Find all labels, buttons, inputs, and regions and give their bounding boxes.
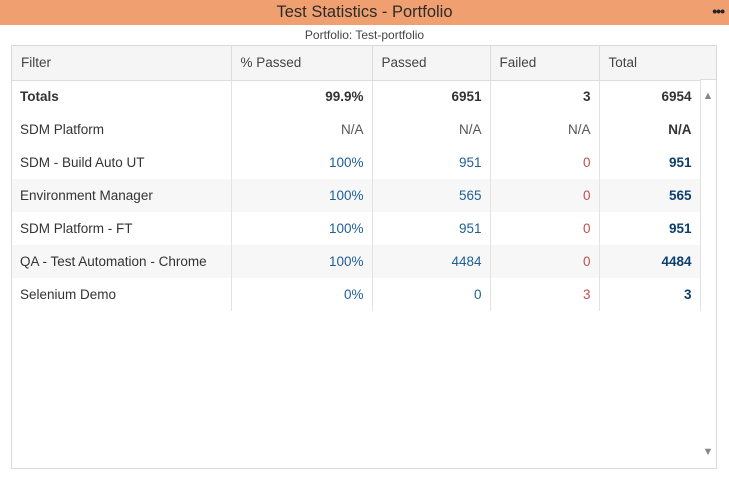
column-header-pct-passed[interactable]: % Passed (231, 46, 373, 81)
table-row[interactable]: SDM - Build Auto UT 100% 951 0 951 (12, 146, 701, 179)
row-passed: 4484 (372, 245, 491, 278)
table-row[interactable]: SDM Platform N/A N/A N/A N/A (12, 113, 701, 146)
scroll-down-icon[interactable]: ▼ (702, 446, 714, 458)
row-failed: 3 (490, 278, 600, 311)
row-failed: 0 (490, 179, 600, 212)
row-filter-name[interactable]: SDM Platform - FT (12, 212, 232, 245)
row-pct-passed: 100% (231, 146, 373, 179)
table-row[interactable]: QA - Test Automation - Chrome 100% 4484 … (12, 245, 701, 278)
row-total: 3 (599, 278, 701, 311)
table-row[interactable]: Environment Manager 100% 565 0 565 (12, 179, 701, 212)
totals-failed: 3 (490, 80, 600, 113)
table-row[interactable]: SDM Platform - FT 100% 951 0 951 (12, 212, 701, 245)
row-total: 951 (599, 212, 701, 245)
row-pct-passed: N/A (231, 113, 373, 146)
row-failed: N/A (490, 113, 600, 146)
row-passed: 951 (372, 146, 491, 179)
row-total: N/A (599, 113, 701, 146)
statistics-panel: Filter % Passed Passed Failed Total Tota… (11, 45, 717, 469)
row-filter-name[interactable]: SDM - Build Auto UT (12, 146, 232, 179)
header-corner (700, 46, 716, 80)
scroll-up-icon[interactable]: ▲ (702, 90, 714, 102)
totals-passed: 6951 (372, 80, 491, 113)
portfolio-subtitle: Portfolio: Test-portfolio (304, 28, 425, 42)
title-bar: Test Statistics - Portfolio ••• (0, 0, 729, 25)
row-pct-passed: 100% (231, 245, 373, 278)
row-passed: N/A (372, 113, 491, 146)
row-failed: 0 (490, 212, 600, 245)
widget-title: Test Statistics - Portfolio (276, 3, 453, 21)
row-passed: 951 (372, 212, 491, 245)
row-pct-passed: 100% (231, 212, 373, 245)
row-filter-name[interactable]: Environment Manager (12, 179, 232, 212)
column-header-failed[interactable]: Failed (490, 46, 600, 81)
totals-row: Totals 99.9% 6951 3 6954 (12, 80, 701, 113)
row-passed: 0 (372, 278, 491, 311)
row-filter-name[interactable]: QA - Test Automation - Chrome (12, 245, 232, 278)
column-header-passed[interactable]: Passed (372, 46, 491, 81)
row-failed: 0 (490, 245, 600, 278)
table-header-row: Filter % Passed Passed Failed Total (12, 46, 701, 81)
row-pct-passed: 0% (231, 278, 373, 311)
row-total: 565 (599, 179, 701, 212)
statistics-table: Filter % Passed Passed Failed Total Tota… (12, 46, 701, 311)
column-header-total[interactable]: Total (599, 46, 701, 81)
totals-pct-passed: 99.9% (231, 80, 373, 113)
table-row[interactable]: Selenium Demo 0% 0 3 3 (12, 278, 701, 311)
row-total: 4484 (599, 245, 701, 278)
row-total: 951 (599, 146, 701, 179)
row-filter-name[interactable]: Selenium Demo (12, 278, 232, 311)
column-header-filter[interactable]: Filter (12, 46, 232, 81)
row-filter-name[interactable]: SDM Platform (12, 113, 232, 146)
row-passed: 565 (372, 179, 491, 212)
totals-total: 6954 (599, 80, 701, 113)
totals-label: Totals (12, 80, 232, 113)
row-pct-passed: 100% (231, 179, 373, 212)
more-options-icon[interactable]: ••• (712, 3, 725, 19)
row-failed: 0 (490, 146, 600, 179)
